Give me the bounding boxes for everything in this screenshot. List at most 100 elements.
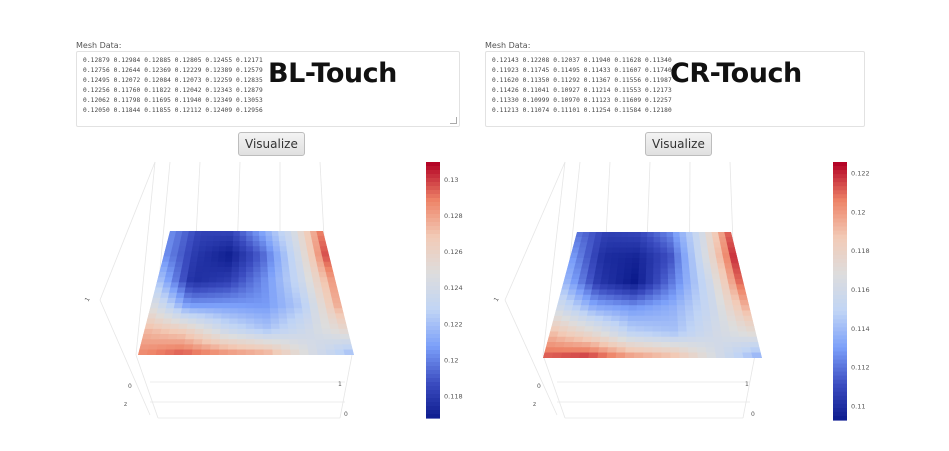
colorbar-segment <box>426 178 440 183</box>
mesh-row: 0.12879 0.12984 0.12885 0.12805 0.12455 … <box>83 57 263 64</box>
surface-cell <box>290 277 299 283</box>
surface-cell <box>230 282 240 289</box>
surface-cell <box>320 323 332 330</box>
surface-cell <box>698 232 707 238</box>
surface-cell <box>276 287 286 294</box>
surface-cell <box>202 266 211 273</box>
surface-cell <box>309 303 319 309</box>
surface-plot[interactable]: 1 0 z 1 0 0.130.1280.1260.1240.1220.120.… <box>0 150 475 440</box>
surface-cell <box>185 334 196 340</box>
colorbar-segment <box>426 414 440 419</box>
surface-cell <box>604 252 613 259</box>
surface-cell <box>563 305 574 312</box>
surface-plot[interactable]: 1 0 z 1 0 0.1220.120.1180.1160.1140.1120… <box>475 150 949 440</box>
surface-cell <box>630 273 640 280</box>
surface-cell <box>161 287 171 294</box>
surface-cell <box>237 323 247 330</box>
surface-cell <box>683 289 693 296</box>
surface-cell <box>607 347 618 354</box>
surface-cell <box>593 320 604 327</box>
surface-cell <box>622 278 632 285</box>
surface-cell <box>239 246 247 252</box>
surface-cell <box>286 246 295 252</box>
surface-cell <box>618 252 627 259</box>
surface-cell <box>214 292 224 299</box>
surface-cell <box>660 242 668 249</box>
surface-cell <box>306 339 317 345</box>
surface-cell <box>218 251 227 258</box>
colorbar-segment <box>426 318 440 323</box>
surface-cell <box>287 323 298 330</box>
colorbar-segment <box>426 278 440 283</box>
surface-cell <box>637 278 647 285</box>
surface-cell <box>700 242 709 249</box>
surface-cell <box>719 273 729 280</box>
surface-cell <box>626 331 637 338</box>
surface-cell <box>568 284 579 291</box>
mesh-data-textarea[interactable]: 0.12143 0.12208 0.12037 0.11940 0.11628 … <box>485 51 865 127</box>
resize-grip-icon[interactable] <box>450 117 457 124</box>
colorbar: 0.13 0.128 0.126 0.124 0.122 0.12 0.118 <box>426 162 463 419</box>
surface-cell <box>228 339 238 345</box>
surface-cell <box>669 326 679 333</box>
surface-cell <box>703 268 713 275</box>
surface-cell <box>288 334 299 340</box>
surface-cell <box>681 257 690 264</box>
surface-cell <box>194 328 205 335</box>
surface-cell <box>618 326 628 333</box>
surface-cell <box>269 308 279 314</box>
surface-cell <box>660 315 670 322</box>
surface-cell <box>589 257 599 264</box>
surface-cell <box>629 289 639 296</box>
surface-cell <box>637 294 646 301</box>
mesh-data-textarea[interactable]: 0.12879 0.12984 0.12885 0.12805 0.12455 … <box>76 51 460 127</box>
surface-cell <box>192 241 201 247</box>
surface-cell <box>591 247 601 254</box>
surface-cell <box>620 299 630 306</box>
surface-cell <box>270 323 281 330</box>
surface-cell <box>224 256 233 263</box>
mesh-row: 0.12143 0.12208 0.12037 0.11940 0.11628 … <box>492 57 672 64</box>
surface-cell <box>272 241 281 247</box>
surface-cell <box>747 336 759 343</box>
surface-cell <box>201 339 212 345</box>
surface-cell <box>174 261 184 268</box>
surface-cell <box>205 246 214 252</box>
surface-cell <box>643 336 654 343</box>
surface-cell <box>609 268 618 275</box>
surface-cell <box>571 305 582 312</box>
visualize-button[interactable]: Visualize <box>645 132 712 156</box>
surface-cell <box>284 297 294 304</box>
surface-cell <box>679 347 689 354</box>
surface-cell <box>716 305 727 312</box>
surface-cell <box>579 352 590 358</box>
surface-cell <box>245 349 256 355</box>
surface-cell <box>260 282 270 289</box>
surface-cell <box>261 292 270 299</box>
surface-cell <box>200 349 211 355</box>
surface-cell <box>732 305 743 312</box>
surface-cell <box>283 287 293 294</box>
surface-cell <box>219 241 227 247</box>
surface-cell <box>259 235 267 242</box>
surface-cell <box>689 268 698 275</box>
surface-cell <box>253 292 263 299</box>
surface-cell <box>568 320 579 327</box>
surface-cell <box>203 256 213 263</box>
surface-cell <box>289 272 299 278</box>
surface-cell <box>615 273 625 280</box>
surface-cell <box>695 331 706 338</box>
surface-cell <box>686 326 696 333</box>
surface-cell <box>177 282 187 289</box>
surface-cell <box>193 235 202 242</box>
surface-cell <box>616 341 627 348</box>
surface-cell <box>166 339 178 345</box>
colorbar-segment <box>426 266 440 271</box>
surface-cell <box>275 277 284 283</box>
surface-cell <box>262 334 273 340</box>
surface-cell <box>734 315 745 322</box>
surface-cell <box>265 235 274 242</box>
visualize-button[interactable]: Visualize <box>238 132 305 156</box>
surface-cell <box>569 315 580 322</box>
surface-cell <box>237 308 247 314</box>
